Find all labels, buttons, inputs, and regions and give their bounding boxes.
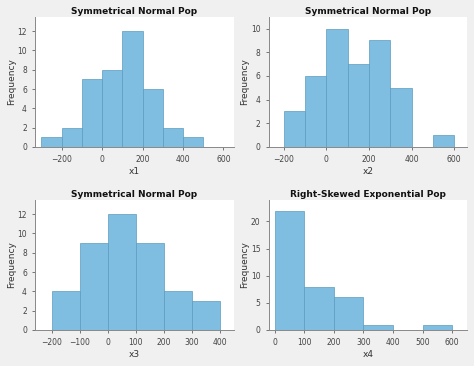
Bar	[275, 210, 304, 330]
Bar	[52, 291, 80, 330]
Bar	[164, 291, 191, 330]
Bar	[390, 88, 411, 147]
Bar	[364, 325, 393, 330]
X-axis label: x4: x4	[363, 350, 374, 359]
Bar	[334, 298, 364, 330]
Title: Right-Skewed Exponential Pop: Right-Skewed Exponential Pop	[290, 190, 446, 199]
Y-axis label: Frequency: Frequency	[7, 242, 16, 288]
Y-axis label: Frequency: Frequency	[240, 242, 249, 288]
Y-axis label: Frequency: Frequency	[7, 59, 16, 105]
Bar	[62, 128, 82, 147]
Bar	[102, 70, 122, 147]
Bar	[163, 128, 183, 147]
Bar	[183, 137, 203, 147]
X-axis label: x2: x2	[363, 167, 374, 176]
Bar	[41, 137, 62, 147]
X-axis label: x3: x3	[129, 350, 140, 359]
Bar	[327, 29, 348, 147]
Y-axis label: Frequency: Frequency	[240, 59, 249, 105]
Bar	[369, 40, 390, 147]
Title: Symmetrical Normal Pop: Symmetrical Normal Pop	[72, 7, 198, 16]
Bar	[136, 243, 164, 330]
Bar	[304, 287, 334, 330]
Bar	[122, 31, 143, 147]
Title: Symmetrical Normal Pop: Symmetrical Normal Pop	[72, 190, 198, 199]
Bar	[284, 111, 305, 147]
Bar	[348, 64, 369, 147]
Bar	[82, 79, 102, 147]
X-axis label: x1: x1	[129, 167, 140, 176]
Bar	[423, 325, 452, 330]
Bar	[108, 214, 136, 330]
Bar	[80, 243, 108, 330]
Bar	[191, 301, 219, 330]
Bar	[143, 89, 163, 147]
Bar	[305, 76, 327, 147]
Title: Symmetrical Normal Pop: Symmetrical Normal Pop	[305, 7, 431, 16]
Bar	[433, 135, 454, 147]
